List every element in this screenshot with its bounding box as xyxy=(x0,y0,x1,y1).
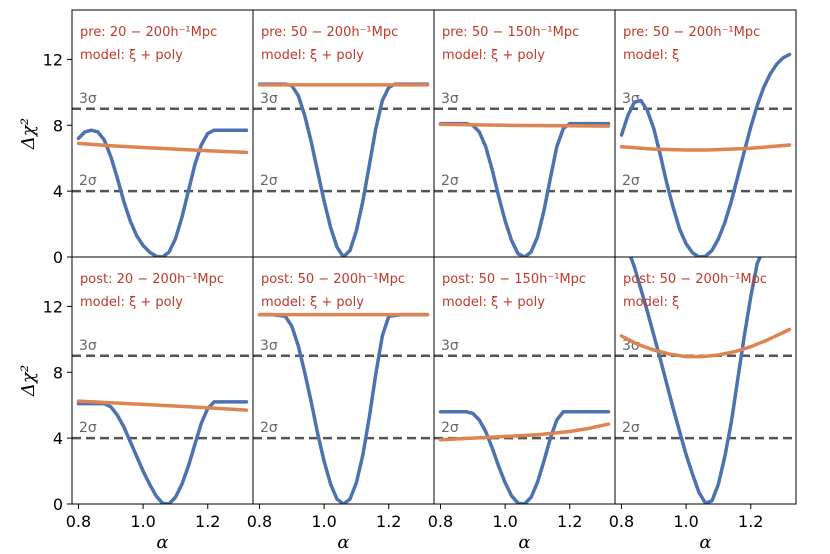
x-axis-label: α xyxy=(337,532,349,553)
panel-annotation-range: post: 50 − 150h⁻¹Mpc xyxy=(442,272,586,287)
y-tick-label: 8 xyxy=(53,116,63,135)
reference-label: 2σ xyxy=(260,173,278,189)
y-tick-label: 0 xyxy=(53,248,63,267)
x-tick-label: 0.8 xyxy=(247,512,272,531)
series-line-orange xyxy=(76,141,249,155)
panel-frame xyxy=(614,256,797,505)
panel-0-2: 2σ 3σ pre: 50 − 150h⁻¹Mpc model: ξ + poly xyxy=(433,9,616,258)
reference-label: 3σ xyxy=(79,338,97,354)
series-line-blue xyxy=(619,52,792,257)
y-axis-label: Δχ² xyxy=(18,118,39,150)
axes-layer: 0 4 8 12 Δχ² 0 4 8 12 Δχ² 0.8 1.0 1.2 α 0.8 1.0 1.2 α 0.8 1… xyxy=(18,50,763,553)
panel-annotation-range: post: 50 − 200h⁻¹Mpc xyxy=(261,272,405,287)
reference-label: 3σ xyxy=(622,91,640,107)
y-tick-label: 4 xyxy=(53,182,63,201)
series-line-orange xyxy=(438,422,611,442)
panel-annotation-range: pre: 20 − 200h⁻¹Mpc xyxy=(80,25,217,40)
reference-label: 3σ xyxy=(441,338,459,354)
reference-label: 2σ xyxy=(441,420,459,436)
panel-annotation-model: model: ξ + poly xyxy=(80,295,183,310)
series-line-orange xyxy=(76,399,249,412)
x-tick-label: 1.2 xyxy=(376,512,401,531)
y-tick-label: 4 xyxy=(53,429,63,448)
reference-label: 3σ xyxy=(260,338,278,354)
y-tick-label: 12 xyxy=(43,50,63,69)
panel-annotation-model: model: ξ + poly xyxy=(442,48,545,63)
panel-annotation-model: model: ξ + poly xyxy=(261,295,364,310)
panel-annotation-model: model: ξ xyxy=(623,295,679,310)
x-tick-label: 1.2 xyxy=(195,512,220,531)
panel-0-1: 2σ 3σ pre: 50 − 200h⁻¹Mpc model: ξ + poly xyxy=(252,9,435,258)
reference-label: 2σ xyxy=(441,173,459,189)
reference-label: 2σ xyxy=(622,420,640,436)
series-line-blue xyxy=(438,410,611,504)
x-axis-label: α xyxy=(699,532,711,553)
x-tick-label: 0.8 xyxy=(66,512,91,531)
panel-annotation-model: model: ξ + poly xyxy=(80,48,183,63)
reference-label: 2σ xyxy=(79,420,97,436)
x-tick-label: 1.0 xyxy=(492,512,517,531)
y-tick-label: 0 xyxy=(53,495,63,514)
panel-0-3: 2σ 3σ pre: 50 − 200h⁻¹Mpc model: ξ xyxy=(614,9,797,258)
panel-annotation-model: model: ξ + poly xyxy=(442,295,545,310)
reference-label: 2σ xyxy=(79,173,97,189)
panel-annotation-range: pre: 50 − 200h⁻¹Mpc xyxy=(261,25,398,40)
reference-label: 3σ xyxy=(79,91,97,107)
panel-0-0: 2σ 3σ pre: 20 − 200h⁻¹Mpc model: ξ + poly xyxy=(71,9,254,258)
x-tick-label: 1.0 xyxy=(130,512,155,531)
reference-label: 2σ xyxy=(260,420,278,436)
panel-annotation-range: pre: 50 − 200h⁻¹Mpc xyxy=(623,25,760,40)
series-line-orange xyxy=(619,143,792,152)
panel-annotation-model: model: ξ xyxy=(623,48,679,63)
panel-annotation-range: post: 50 − 200h⁻¹Mpc xyxy=(623,272,767,287)
x-tick-label: 1.2 xyxy=(738,512,763,531)
series-line-blue xyxy=(76,400,249,504)
y-tick-label: 8 xyxy=(53,363,63,382)
panel-1-1: 2σ 3σ post: 50 − 200h⁻¹Mpc model: ξ + poly xyxy=(252,256,435,505)
panel-annotation-model: model: ξ + poly xyxy=(261,48,364,63)
reference-label: 3σ xyxy=(441,91,459,107)
y-tick-label: 12 xyxy=(43,297,63,316)
panel-1-2: 2σ 3σ post: 50 − 150h⁻¹Mpc model: ξ + poly xyxy=(433,256,616,505)
series-line-orange xyxy=(619,327,792,359)
panel-annotation-range: post: 20 − 200h⁻¹Mpc xyxy=(80,272,224,287)
x-tick-label: 0.8 xyxy=(428,512,453,531)
series-line-blue xyxy=(257,312,430,504)
series-line-orange xyxy=(438,122,611,128)
x-tick-label: 1.0 xyxy=(673,512,698,531)
y-axis-label: Δχ² xyxy=(18,365,39,397)
x-axis-label: α xyxy=(156,532,168,553)
x-tick-label: 1.0 xyxy=(311,512,336,531)
x-tick-label: 0.8 xyxy=(609,512,634,531)
panel-annotation-range: pre: 50 − 150h⁻¹Mpc xyxy=(442,25,579,40)
x-tick-label: 1.2 xyxy=(557,512,582,531)
reference-label: 3σ xyxy=(260,91,278,107)
reference-label: 2σ xyxy=(622,173,640,189)
panel-1-0: 2σ 3σ post: 20 − 200h⁻¹Mpc model: ξ + poly xyxy=(71,256,254,505)
x-axis-label: α xyxy=(518,532,530,553)
